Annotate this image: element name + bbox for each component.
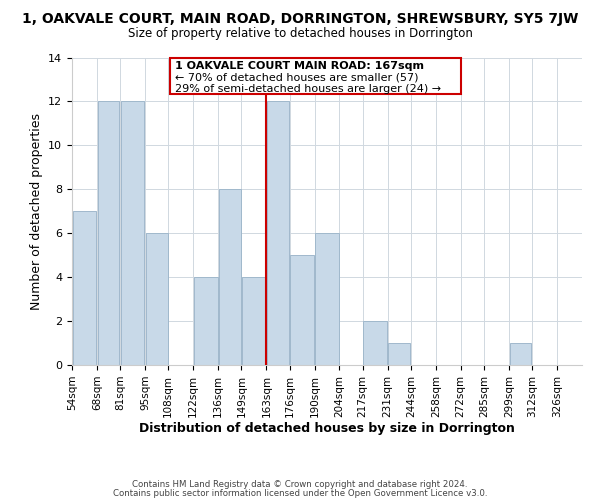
Bar xyxy=(509,343,532,365)
Bar xyxy=(98,102,119,365)
Bar xyxy=(290,255,314,365)
Y-axis label: Number of detached properties: Number of detached properties xyxy=(29,113,43,310)
Bar xyxy=(388,343,410,365)
Text: ← 70% of detached houses are smaller (57): ← 70% of detached houses are smaller (57… xyxy=(175,72,419,82)
Text: Contains public sector information licensed under the Open Government Licence v3: Contains public sector information licen… xyxy=(113,488,487,498)
Bar xyxy=(315,233,339,365)
Bar xyxy=(242,277,266,365)
Text: Size of property relative to detached houses in Dorrington: Size of property relative to detached ho… xyxy=(128,28,472,40)
Text: Contains HM Land Registry data © Crown copyright and database right 2024.: Contains HM Land Registry data © Crown c… xyxy=(132,480,468,489)
Text: 29% of semi-detached houses are larger (24) →: 29% of semi-detached houses are larger (… xyxy=(175,84,442,94)
Text: 1 OAKVALE COURT MAIN ROAD: 167sqm: 1 OAKVALE COURT MAIN ROAD: 167sqm xyxy=(175,61,424,71)
Bar xyxy=(219,190,241,365)
Bar xyxy=(194,277,218,365)
Bar xyxy=(267,102,289,365)
FancyBboxPatch shape xyxy=(170,58,461,94)
Bar xyxy=(364,321,387,365)
Text: 1, OAKVALE COURT, MAIN ROAD, DORRINGTON, SHREWSBURY, SY5 7JW: 1, OAKVALE COURT, MAIN ROAD, DORRINGTON,… xyxy=(22,12,578,26)
Bar xyxy=(146,233,167,365)
Bar xyxy=(73,211,96,365)
Bar xyxy=(121,102,145,365)
X-axis label: Distribution of detached houses by size in Dorrington: Distribution of detached houses by size … xyxy=(139,422,515,436)
